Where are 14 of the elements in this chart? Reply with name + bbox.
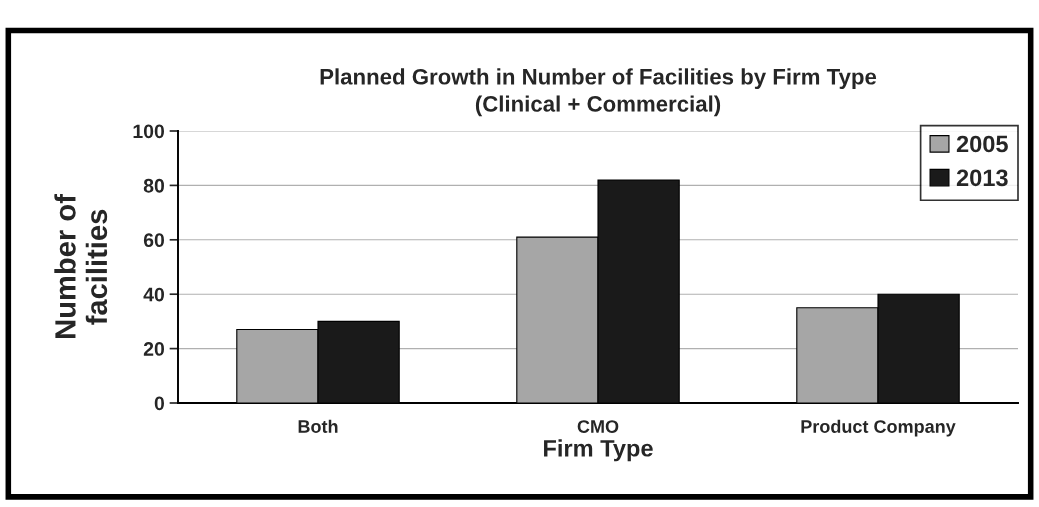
legend-label: 2005 (956, 135, 1008, 153)
legend-label: 2013 (956, 169, 1008, 187)
y-axis-title: Number of facilities (54, 194, 108, 338)
x-tick-label: CMO (577, 420, 619, 433)
x-tick-label: Both (298, 419, 338, 433)
y-tick-label: 60 (143, 233, 165, 248)
x-axis-title: Firm Type (544, 439, 653, 462)
y-tick-label: 40 (143, 287, 165, 302)
chart-title: Planned Growth in Number of Facilities by Firm Type (Clinical + Commercial) (320, 68, 877, 117)
y-tick-label: 80 (143, 178, 165, 193)
y-tick-label: 100 (133, 124, 165, 139)
y-tick-label: 20 (143, 342, 165, 356)
x-tick-label: Product Company (801, 419, 956, 437)
y-tick-label: 0 (154, 396, 165, 411)
